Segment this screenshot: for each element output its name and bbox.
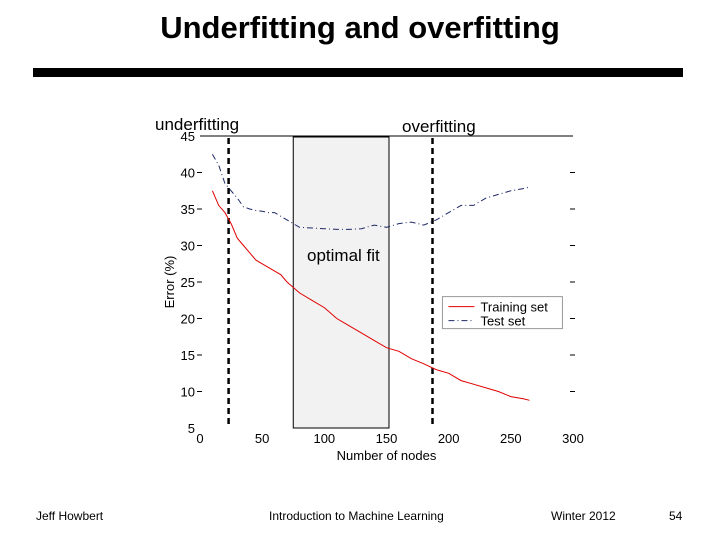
optimal-fit-region — [292, 136, 390, 429]
y-tick-label: 40 — [181, 166, 195, 181]
y-tick-label: 35 — [181, 202, 195, 217]
footer-author: Jeff Howbert — [36, 509, 104, 523]
x-axis-label: Number of nodes — [337, 448, 437, 463]
y-tick-label: 15 — [181, 348, 195, 363]
training-set-line — [211, 190, 530, 401]
y-axis-label: Error (%) — [162, 256, 177, 309]
footer-page-number: 54 — [669, 509, 683, 523]
legend-entry: Test set — [480, 314, 525, 329]
slide-title: Underfitting and overfitting — [160, 10, 560, 45]
optimal-fit-label: optimal fit — [307, 246, 380, 265]
x-tick-label: 300 — [562, 431, 584, 446]
y-tick-label: 25 — [181, 275, 195, 290]
x-tick-label: 150 — [376, 431, 398, 446]
y-tick-label: 30 — [181, 239, 195, 254]
y-tick-label: 5 — [188, 421, 195, 436]
error-chart: 5 10 15 20 25 30 35 40 45 0 50 100 150 200 250 300 Numbe… — [162, 130, 584, 463]
title-underline — [33, 68, 683, 77]
footer-course: Introduction to Machine Learning — [269, 509, 444, 523]
legend-entry: Training set — [480, 300, 548, 315]
overfitting-label: overfitting — [402, 117, 476, 136]
x-tick-label: 100 — [313, 431, 335, 446]
x-tick-label: 50 — [255, 431, 269, 446]
legend-box — [441, 296, 563, 330]
test-set-line — [211, 154, 530, 230]
y-tick-label: 45 — [181, 130, 195, 144]
x-tick-label: 250 — [500, 431, 522, 446]
footer-term: Winter 2012 — [551, 509, 616, 523]
underfitting-label: underfitting — [155, 115, 240, 134]
y-tick-label: 20 — [181, 312, 195, 327]
x-tick-label: 200 — [438, 431, 460, 446]
x-tick-label: 0 — [196, 431, 203, 446]
y-tick-label: 10 — [181, 385, 195, 400]
